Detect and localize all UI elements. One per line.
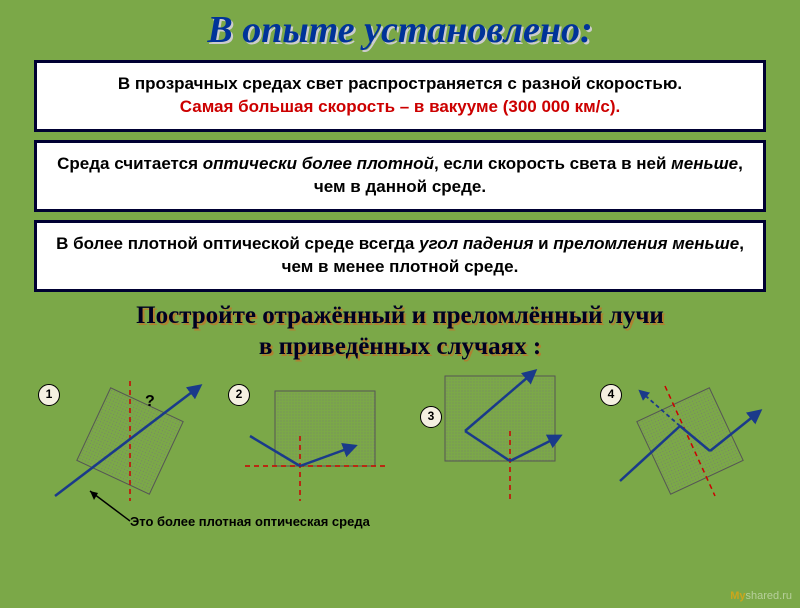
- box1-line2: Самая большая скорость – в вакууме (300 …: [180, 97, 620, 116]
- info-box-1: В прозрачных средах свет распространяетс…: [34, 60, 766, 132]
- box3-pre: В более плотной оптической среде всегда: [56, 234, 419, 253]
- box2-em1: оптически более плотной: [203, 154, 434, 173]
- watermark: Myshared.ru: [730, 590, 792, 602]
- box3-em2: прелом­ления меньше: [553, 234, 739, 253]
- info-box-2: Среда считается оптически более плотной,…: [34, 140, 766, 212]
- svg-text:?: ?: [145, 393, 155, 410]
- diagrams-area: 1 ? 2 3 4: [20, 366, 780, 546]
- info-box-3: В более плотной оптической среде всегда …: [34, 220, 766, 292]
- box2-em2: меньше: [671, 154, 738, 173]
- diagram-3: [425, 366, 585, 506]
- task-text: Постройте отражённый и преломлённый лучи…: [0, 300, 800, 363]
- watermark-shared: shared.ru: [746, 590, 792, 602]
- task-line1: Постройте отражённый и преломлённый лучи: [136, 302, 664, 329]
- task-line2: в приведённых случаях :: [259, 333, 541, 360]
- watermark-my: My: [730, 590, 745, 602]
- diagram-4: [610, 366, 770, 516]
- diagram-caption: Это более плотная оптическая среда: [130, 514, 370, 529]
- diagram-2: [235, 381, 395, 511]
- box1-line1: В прозрачных средах свет распространяетс…: [118, 74, 682, 93]
- box2-mid: , если скорость света в ней: [434, 154, 671, 173]
- slide-title: В опыте установлено:: [0, 8, 800, 52]
- box2-pre: Среда считается: [57, 154, 203, 173]
- box3-em1: угол падения: [419, 234, 533, 253]
- box3-mid: и: [533, 234, 553, 253]
